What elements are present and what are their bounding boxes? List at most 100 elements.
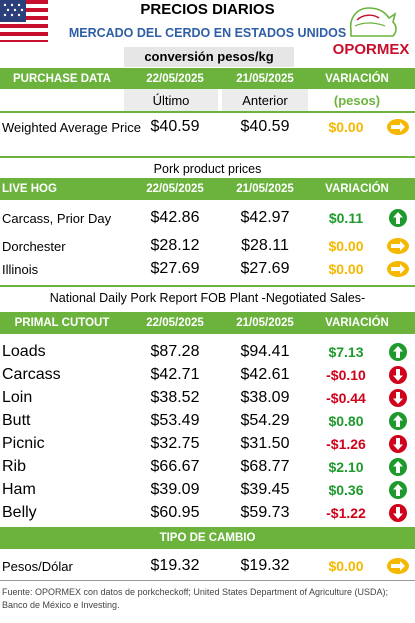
value-previous: $40.59 <box>240 118 290 135</box>
fob-date-2: 21/05/2025 <box>236 317 294 329</box>
us-flag-image <box>0 0 48 42</box>
table-row: Butt $53.49 $54.29 $0.80 <box>0 409 415 432</box>
arrow-up-icon <box>385 409 411 432</box>
value-current: $38.52 <box>150 388 200 406</box>
value-current: $32.75 <box>150 434 200 452</box>
divider <box>0 156 415 158</box>
fob-header-bar: PRIMAL CUTOUT 22/05/2025 21/05/2025 VARI… <box>0 312 415 334</box>
fob-section-label: PRIMAL CUTOUT <box>14 317 110 329</box>
value-previous: $19.32 <box>240 557 290 574</box>
purchase-section-label: PURCHASE DATA <box>13 72 111 85</box>
purchase-variation-header: VARIACIÓN <box>325 72 389 85</box>
variation-value: $2.10 <box>328 458 364 475</box>
page-title: PRECIOS DIARIOS <box>140 1 275 18</box>
value-previous: $54.29 <box>240 411 290 429</box>
value-current: $28.12 <box>150 237 200 254</box>
page-subtitle: MERCADO DEL CERDO EN ESTADOS UNIDOS <box>68 26 347 40</box>
value-current: $66.67 <box>150 457 200 475</box>
table-row: Pesos/Dólar $19.32 $19.32 $0.00 <box>0 553 415 579</box>
table-row: Weighted Average Price $40.59 $40.59 $0.… <box>0 114 415 140</box>
pork-header-bar: LIVE HOG 22/05/2025 21/05/2025 VARIACIÓN <box>0 178 415 200</box>
table-row: Dorchester $28.12 $28.11 $0.00 <box>0 234 415 258</box>
row-label: Loin <box>2 388 33 406</box>
row-label: Belly <box>2 503 37 521</box>
value-current: $60.95 <box>150 503 200 521</box>
arrow-down-icon <box>385 432 411 455</box>
arrow-down-icon <box>385 386 411 409</box>
row-label: Butt <box>2 411 31 429</box>
pork-variation-header: VARIACIÓN <box>325 183 389 195</box>
value-current: $53.49 <box>150 411 200 429</box>
arrow-right-icon <box>385 234 411 258</box>
value-previous: $38.09 <box>240 388 290 406</box>
arrow-down-icon <box>385 501 411 524</box>
row-label: Picnic <box>2 434 45 452</box>
row-label: Pesos/Dólar <box>2 558 73 574</box>
row-label: Weighted Average Price <box>2 119 141 135</box>
variation-value: $0.00 <box>328 558 364 574</box>
row-label: Rib <box>2 457 27 475</box>
row-label: Loads <box>2 342 46 360</box>
value-previous: $28.11 <box>241 237 289 254</box>
pork-date-1: 22/05/2025 <box>146 183 204 195</box>
variation-value: -$1.26 <box>326 435 366 452</box>
pork-section-title: Pork product prices <box>153 162 262 176</box>
arrow-up-icon <box>385 455 411 478</box>
table-row: Ham $39.09 $39.45 $0.36 <box>0 478 415 501</box>
variation-value: -$0.10 <box>326 366 366 383</box>
table-row: Carcass $42.71 $42.61 -$0.10 <box>0 363 415 386</box>
row-label: Carcass <box>2 365 61 383</box>
sub-label-anterior: Anterior <box>222 89 308 111</box>
row-label: Carcass, Prior Day <box>2 210 112 226</box>
variation-value: $0.00 <box>328 238 364 254</box>
value-previous: $42.97 <box>240 209 290 226</box>
pork-section-label: LIVE HOG <box>2 183 57 195</box>
divider <box>0 285 415 287</box>
variation-value: $7.13 <box>328 343 364 360</box>
row-label: Dorchester <box>2 238 66 254</box>
arrow-down-icon <box>385 363 411 386</box>
divider <box>0 580 415 581</box>
table-row: Loads $87.28 $94.41 $7.13 <box>0 340 415 363</box>
arrow-right-icon <box>385 553 411 579</box>
value-current: $39.09 <box>150 480 200 498</box>
source-footer: Fuente: OPORMEX con datos de porkcheckof… <box>2 587 389 610</box>
fob-section-title: National Daily Pork Report FOB Plant -Ne… <box>49 291 366 305</box>
value-previous: $39.45 <box>240 480 290 498</box>
purchase-date-2: 21/05/2025 <box>236 72 294 85</box>
conversion-label: conversión pesos/kg <box>124 47 294 67</box>
value-previous: $94.41 <box>240 342 290 360</box>
fob-date-1: 22/05/2025 <box>146 317 204 329</box>
table-row: Loin $38.52 $38.09 -$0.44 <box>0 386 415 409</box>
value-previous: $27.69 <box>240 260 290 277</box>
arrow-up-icon <box>385 204 411 232</box>
divider <box>0 111 415 113</box>
value-previous: $42.61 <box>240 365 290 383</box>
sub-label-ultimo: Último <box>124 89 218 111</box>
variation-value: $0.00 <box>328 261 364 277</box>
value-current: $40.59 <box>150 118 200 135</box>
fob-variation-header: VARIACIÓN <box>325 317 389 329</box>
table-row: Carcass, Prior Day $42.86 $42.97 $0.11 <box>0 204 415 232</box>
variation-value: $0.11 <box>328 210 364 226</box>
sub-label-pesos: (pesos) <box>333 92 381 108</box>
table-row: Belly $60.95 $59.73 -$1.22 <box>0 501 415 524</box>
purchase-header-bar: PURCHASE DATA 22/05/2025 21/05/2025 VARI… <box>0 68 415 89</box>
purchase-date-1: 22/05/2025 <box>146 72 204 85</box>
table-row: Rib $66.67 $68.77 $2.10 <box>0 455 415 478</box>
variation-value: $0.80 <box>328 412 364 429</box>
pork-date-2: 21/05/2025 <box>236 183 294 195</box>
variation-value: $0.00 <box>328 119 364 135</box>
logo-text: OPORMEX <box>333 41 409 58</box>
value-current: $87.28 <box>150 342 200 360</box>
opormex-logo: OPORMEX <box>333 0 409 62</box>
arrow-up-icon <box>385 340 411 363</box>
row-label: Ham <box>2 480 36 498</box>
exchange-header-bar: TIPO DE CAMBIO <box>0 527 415 549</box>
variation-value: -$0.44 <box>326 389 366 406</box>
value-current: $42.86 <box>150 209 200 226</box>
value-previous: $68.77 <box>240 457 290 475</box>
value-current: $19.32 <box>150 557 200 574</box>
value-previous: $31.50 <box>240 434 290 452</box>
arrow-right-icon <box>385 114 411 140</box>
